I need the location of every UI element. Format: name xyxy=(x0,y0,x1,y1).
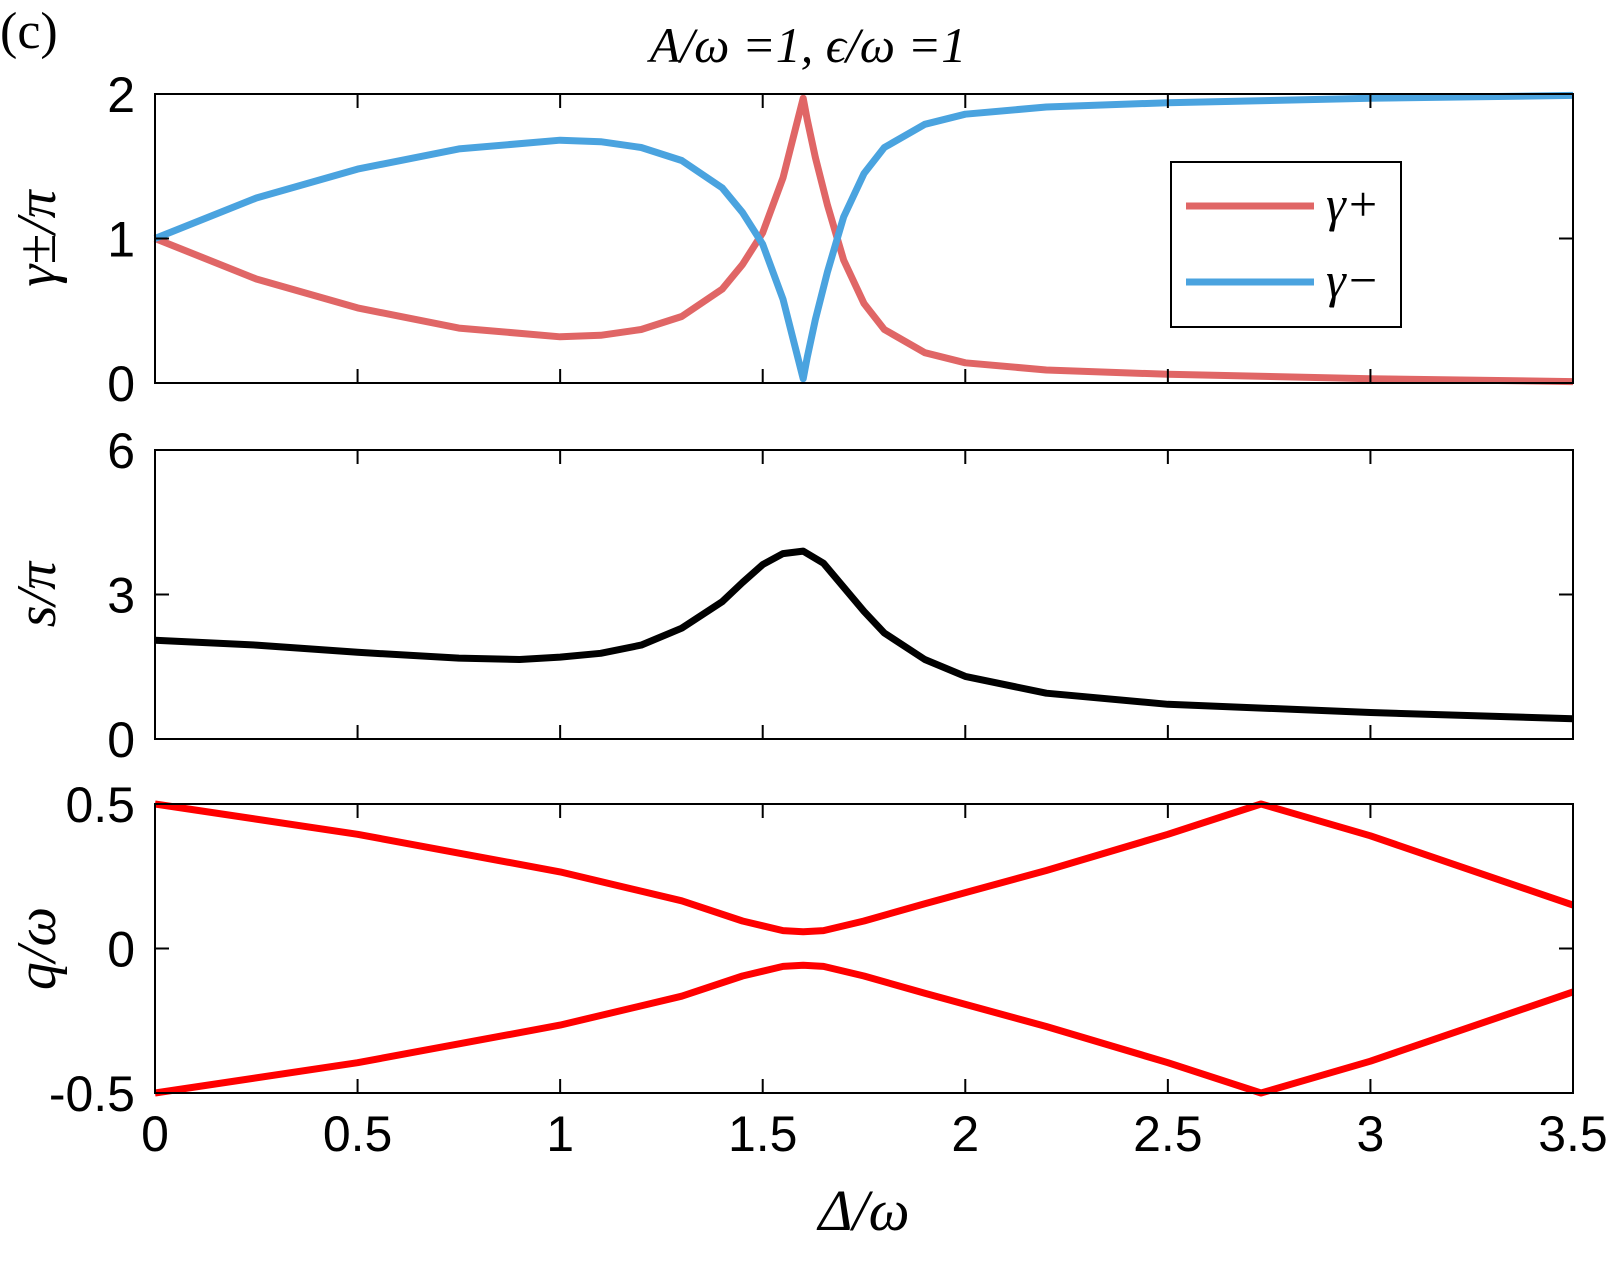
y-tick-label: -0.5 xyxy=(49,1066,135,1122)
y-tick-label: 6 xyxy=(107,423,135,479)
x-tick-label: 0.5 xyxy=(323,1106,393,1162)
axes-frame xyxy=(154,449,1574,740)
x-tick-label: 3 xyxy=(1357,1106,1385,1162)
series-q-upper xyxy=(154,800,1575,936)
series-s xyxy=(154,547,1574,723)
top-legend: γ+ γ− xyxy=(1170,161,1402,328)
middle-panel: 0 3 6 s/π xyxy=(6,423,1574,768)
legend-label-gamma-plus: γ+ xyxy=(1326,176,1379,232)
y-tick-label: 0 xyxy=(107,712,135,768)
top-panel: 0 1 2 γ±/π xyxy=(6,67,1574,412)
legend-label-gamma-minus: γ− xyxy=(1326,252,1379,308)
x-tick-label: 0 xyxy=(141,1106,169,1162)
series-q-lower xyxy=(154,961,1575,1097)
y-tick-label: 0.5 xyxy=(65,777,135,833)
y-axis-label: q/ω xyxy=(6,907,68,990)
x-tick-label: 3.5 xyxy=(1538,1106,1608,1162)
x-tick-label: 2 xyxy=(951,1106,979,1162)
chart-title: A/ω =1, ϵ/ω =1 xyxy=(647,17,967,73)
bottom-panel: -0.500.50 0.5 1 1.5 2 2.5 3 3.5q/ωΔ/ω xyxy=(6,777,1608,1243)
y-tick-label: 3 xyxy=(107,568,135,624)
y-axis-label: s/π xyxy=(6,560,68,627)
x-tick-label: 1 xyxy=(546,1106,574,1162)
legend-box xyxy=(1170,161,1402,328)
y-tick-label: 0 xyxy=(107,356,135,412)
x-axis-label: Δ/ω xyxy=(816,1178,909,1243)
y-axis-label: γ±/π xyxy=(6,188,68,286)
panel-label: (c) xyxy=(0,3,58,60)
y-tick-label: 2 xyxy=(107,67,135,123)
y-tick-label: 0 xyxy=(107,922,135,978)
y-tick-label: 1 xyxy=(107,212,135,268)
x-tick-label: 2.5 xyxy=(1133,1106,1203,1162)
x-tick-label: 1.5 xyxy=(728,1106,798,1162)
axes-frame xyxy=(154,803,1574,1094)
series- xyxy=(153,91,1574,383)
series- xyxy=(153,94,1574,386)
